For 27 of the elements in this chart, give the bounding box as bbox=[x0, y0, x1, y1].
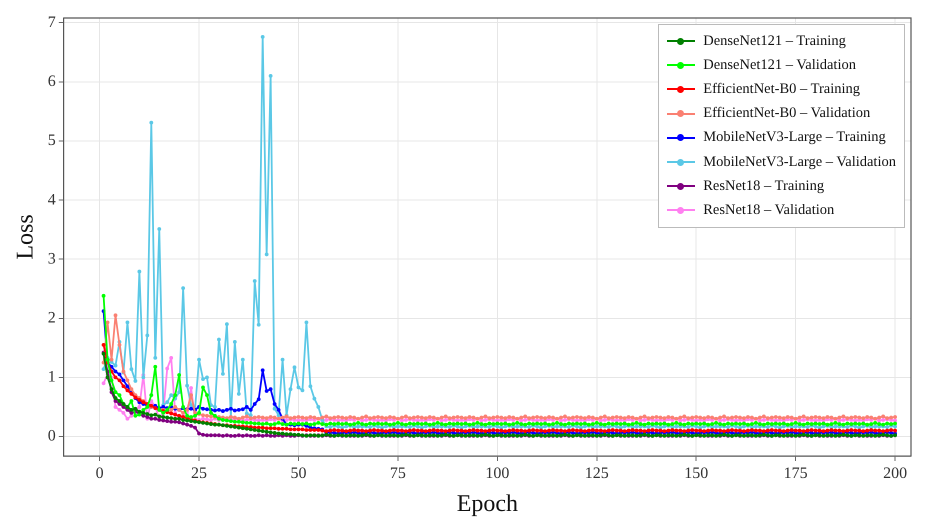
y-tick-label: 6 bbox=[48, 73, 56, 90]
x-tick-label: 150 bbox=[684, 464, 708, 482]
y-tick-label: 3 bbox=[48, 250, 56, 268]
y-tick-label: 2 bbox=[48, 309, 56, 326]
legend-label: MobileNetV3-Large – Validation bbox=[703, 154, 896, 171]
legend-label: MobileNetV3-Large – Training bbox=[703, 129, 886, 146]
legend-label: ResNet18 – Training bbox=[703, 178, 824, 195]
y-axis-title: Loss bbox=[12, 214, 39, 260]
legend-label: EfficientNet-B0 – Validation bbox=[703, 105, 870, 122]
x-tick-label: 200 bbox=[883, 464, 908, 482]
legend-label: ResNet18 – Validation bbox=[703, 202, 834, 219]
legend-label: EfficientNet-B0 – Training bbox=[703, 80, 860, 98]
x-tick-label: 25 bbox=[191, 464, 208, 482]
x-tick-label: 175 bbox=[784, 464, 808, 482]
y-tick-label: 5 bbox=[48, 132, 56, 150]
y-tick-label: 7 bbox=[48, 14, 56, 31]
y-tick-label: 4 bbox=[48, 191, 56, 208]
x-tick-label: 0 bbox=[96, 464, 104, 482]
legend-label: DenseNet121 – Training bbox=[703, 32, 846, 50]
y-tick-label: 1 bbox=[48, 368, 56, 386]
x-tick-label: 75 bbox=[390, 464, 406, 482]
legend-label: DenseNet121 – Validation bbox=[703, 56, 856, 74]
x-tick-label: 125 bbox=[584, 464, 609, 482]
y-tick-label: 0 bbox=[48, 428, 56, 445]
x-tick-label: 100 bbox=[485, 464, 510, 482]
x-tick-label: 50 bbox=[290, 464, 306, 482]
x-axis-title: Epoch bbox=[456, 490, 518, 517]
